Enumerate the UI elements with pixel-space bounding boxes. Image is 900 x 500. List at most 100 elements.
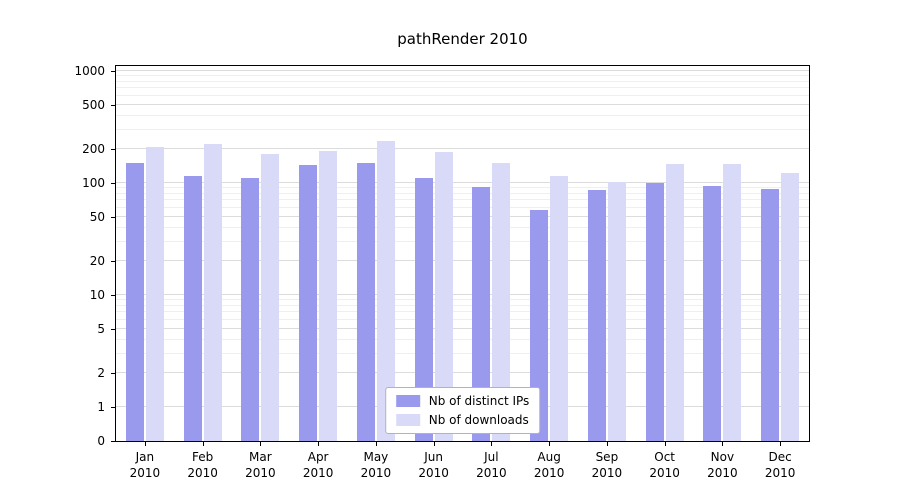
y-tick-label: 20	[89, 254, 105, 269]
x-tick-mark	[433, 442, 435, 446]
minor-gridline	[116, 226, 809, 228]
minor-gridline	[116, 240, 809, 242]
minor-gridline	[116, 87, 809, 89]
x-tick-mark	[260, 442, 262, 446]
bar-downloads	[665, 163, 684, 441]
x-tick-mark	[491, 442, 493, 446]
x-tick-mark	[202, 442, 204, 446]
bar-distinct-ips	[530, 210, 549, 441]
bar-distinct-ips	[414, 178, 433, 441]
x-tick-label: Aug 2010	[533, 450, 565, 480]
x-tick-mark	[144, 442, 146, 446]
x-tick-mark	[780, 442, 782, 446]
y-tick-mark	[111, 216, 115, 218]
x-tick-mark	[722, 442, 724, 446]
x-tick-label: Oct 2010	[649, 450, 680, 480]
x-tick-mark	[664, 442, 666, 446]
bar-distinct-ips	[761, 188, 780, 441]
y-tick-mark	[111, 407, 115, 408]
minor-gridline	[116, 299, 809, 301]
major-gridline	[116, 148, 809, 150]
bar-distinct-ips	[299, 164, 318, 441]
y-tick-label: 5	[97, 321, 105, 336]
major-gridline	[116, 70, 809, 71]
minor-gridline	[116, 318, 809, 320]
x-tick-mark	[606, 442, 608, 446]
bar-downloads	[261, 154, 280, 441]
x-tick-label: Apr 2010	[302, 450, 334, 480]
minor-gridline	[116, 304, 809, 306]
y-tick-mark	[111, 71, 115, 72]
legend-label: Nb of distinct IPs	[428, 394, 530, 408]
chart-title: pathRender 2010	[397, 30, 528, 48]
bar-distinct-ips	[472, 187, 491, 441]
bar-downloads	[145, 146, 164, 441]
legend-label: Nb of downloads	[428, 413, 529, 427]
legend-swatch	[395, 395, 420, 407]
major-gridline	[116, 327, 809, 329]
x-tick-label: Jun 2010	[418, 450, 449, 480]
minor-gridline	[116, 80, 809, 82]
y-tick-mark	[111, 104, 115, 106]
y-tick-mark	[111, 373, 115, 375]
legend-item: Nb of downloads	[395, 413, 530, 427]
x-tick-label: Dec 2010	[764, 450, 796, 480]
y-tick-label: 50	[89, 209, 105, 224]
y-tick-label: 1	[97, 400, 105, 414]
x-tick-label: May 2010	[360, 450, 392, 480]
y-tick-label: 2	[97, 366, 105, 381]
x-tick-mark	[549, 442, 551, 446]
major-gridline	[116, 182, 809, 183]
bar-distinct-ips	[125, 163, 144, 441]
y-tick-label: 200	[82, 142, 105, 157]
minor-gridline	[116, 114, 809, 116]
minor-gridline	[116, 192, 809, 194]
bar-downloads	[434, 152, 453, 441]
bar-distinct-ips	[183, 176, 202, 441]
major-gridline	[116, 215, 809, 217]
bar-distinct-ips	[645, 183, 664, 441]
legend-swatch	[395, 414, 420, 426]
x-tick-label: Jan 2010	[129, 450, 161, 480]
y-tick-mark	[111, 295, 115, 296]
bar-downloads	[492, 163, 511, 441]
bar-downloads	[607, 181, 626, 441]
major-gridline	[116, 294, 809, 295]
bar-downloads	[781, 173, 800, 441]
bar-distinct-ips	[703, 185, 722, 441]
legend-item: Nb of distinct IPs	[395, 394, 530, 408]
y-tick-label: 100	[82, 176, 105, 190]
minor-gridline	[116, 94, 809, 96]
bar-downloads	[319, 150, 338, 441]
plot-area: Nb of distinct IPs Nb of downloads	[115, 65, 810, 442]
bar-downloads	[203, 143, 222, 441]
bar-downloads	[376, 141, 395, 441]
bar-downloads	[723, 163, 742, 441]
y-tick-label: 1000	[74, 64, 105, 78]
x-tick-label: Sep 2010	[591, 450, 623, 480]
minor-gridline	[116, 187, 809, 189]
bar-downloads	[550, 176, 569, 441]
major-gridline	[116, 260, 809, 262]
legend: Nb of distinct IPs Nb of downloads	[384, 387, 541, 434]
y-tick-mark	[111, 328, 115, 330]
major-gridline	[116, 103, 809, 105]
y-tick-mark	[111, 183, 115, 184]
minor-gridline	[116, 338, 809, 340]
y-tick-label: 10	[89, 288, 105, 302]
x-tick-mark	[375, 442, 377, 446]
major-gridline	[116, 372, 809, 374]
minor-gridline	[116, 75, 809, 77]
minor-gridline	[116, 352, 809, 354]
x-tick-mark	[318, 442, 320, 446]
y-tick-mark	[111, 441, 115, 442]
bar-distinct-ips	[587, 190, 606, 441]
y-tick-label: 500	[82, 97, 105, 112]
x-tick-label: Mar 2010	[245, 450, 276, 480]
y-tick-label: 0	[97, 434, 105, 448]
x-tick-label: Jul 2010	[476, 450, 507, 480]
bar-distinct-ips	[241, 177, 260, 441]
bar-distinct-ips	[356, 163, 375, 441]
x-tick-label: Feb 2010	[187, 450, 218, 480]
